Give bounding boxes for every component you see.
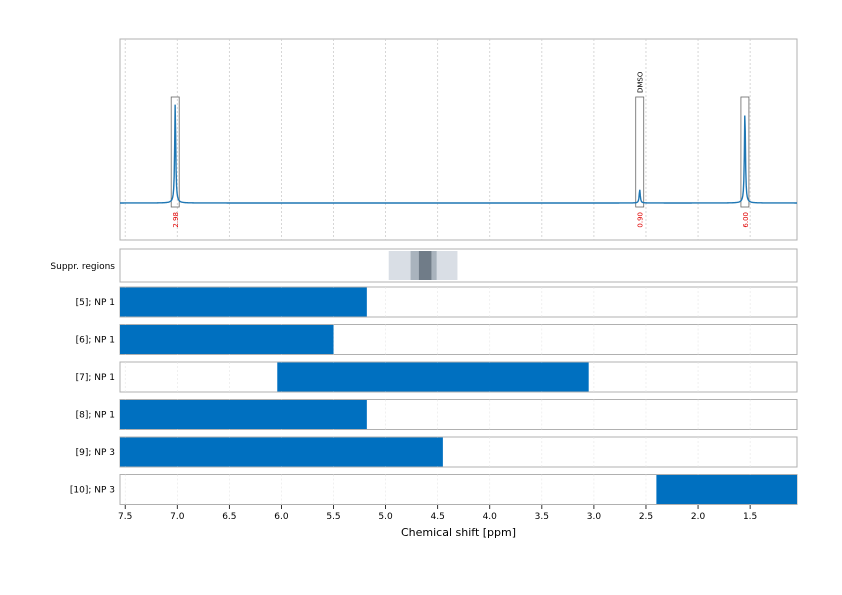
range-bar [120,437,443,467]
x-tick-label: 7.0 [170,512,185,522]
suppressed-bands [388,251,458,280]
range-bar [277,362,589,392]
range-bar [120,400,367,429]
x-tick-label: 5.0 [378,512,393,522]
x-tick-label: 6.5 [222,512,236,522]
spectrum-panel: 2.98 0.90 DMSO 6.00 [119,38,798,241]
x-tick-label: 7.5 [118,512,132,522]
peak-box [170,96,180,208]
x-tick-label: 3.0 [587,512,602,522]
suppressed-regions-label: Suppr. regions [50,262,115,272]
integral-label: 0.90 [637,212,645,228]
row-label: [5]; NP 1 [76,298,115,308]
spectrum-line [120,104,797,204]
x-tick-label: 2.0 [691,512,706,522]
peak-labels: 2.98 0.90 DMSO 6.00 [172,71,750,227]
integral-label: 6.00 [742,212,750,228]
x-tick-label: 3.5 [535,512,549,522]
x-tick-label: 2.5 [639,512,653,522]
spectrum-grid [124,39,751,240]
row-label: [8]; NP 1 [76,411,115,421]
spectrum-frame [119,38,798,241]
x-axis-title: Chemical shift [ppm] [401,526,516,539]
row-label: [7]; NP 1 [76,373,115,383]
x-tick-label: 1.5 [743,512,757,522]
x-tick-label: 4.5 [431,512,445,522]
row-label: [9]; NP 3 [76,448,115,458]
peak-box [740,96,750,208]
x-axis: 7.5 7.0 6.5 6.0 5.5 5.0 4.5 4.0 3.5 3.0 2.5 2.0 1.5 [118,505,757,522]
range-bar [120,325,334,354]
peak-box [635,96,645,208]
series-rows: [5]; NP 1 [6]; NP 1 [7]; NP 1 [8]; NP 1 [9];… [70,286,798,505]
x-tick-label: 6.0 [274,512,289,522]
peak-annotation: DMSO [637,71,645,93]
integral-label: 2.98 [172,212,180,228]
peak-boxes [170,96,750,208]
x-tick-label: 4.0 [483,512,498,522]
x-tick-label: 5.5 [326,512,340,522]
range-bar [656,475,797,504]
row-label: [10]; NP 3 [70,486,115,496]
suppressed-band [418,251,432,280]
range-bar [120,287,367,317]
suppressed-regions-panel: Suppr. regions [50,248,798,283]
suppressed-regions-frame [119,248,798,283]
row-label: [6]; NP 1 [76,336,115,346]
